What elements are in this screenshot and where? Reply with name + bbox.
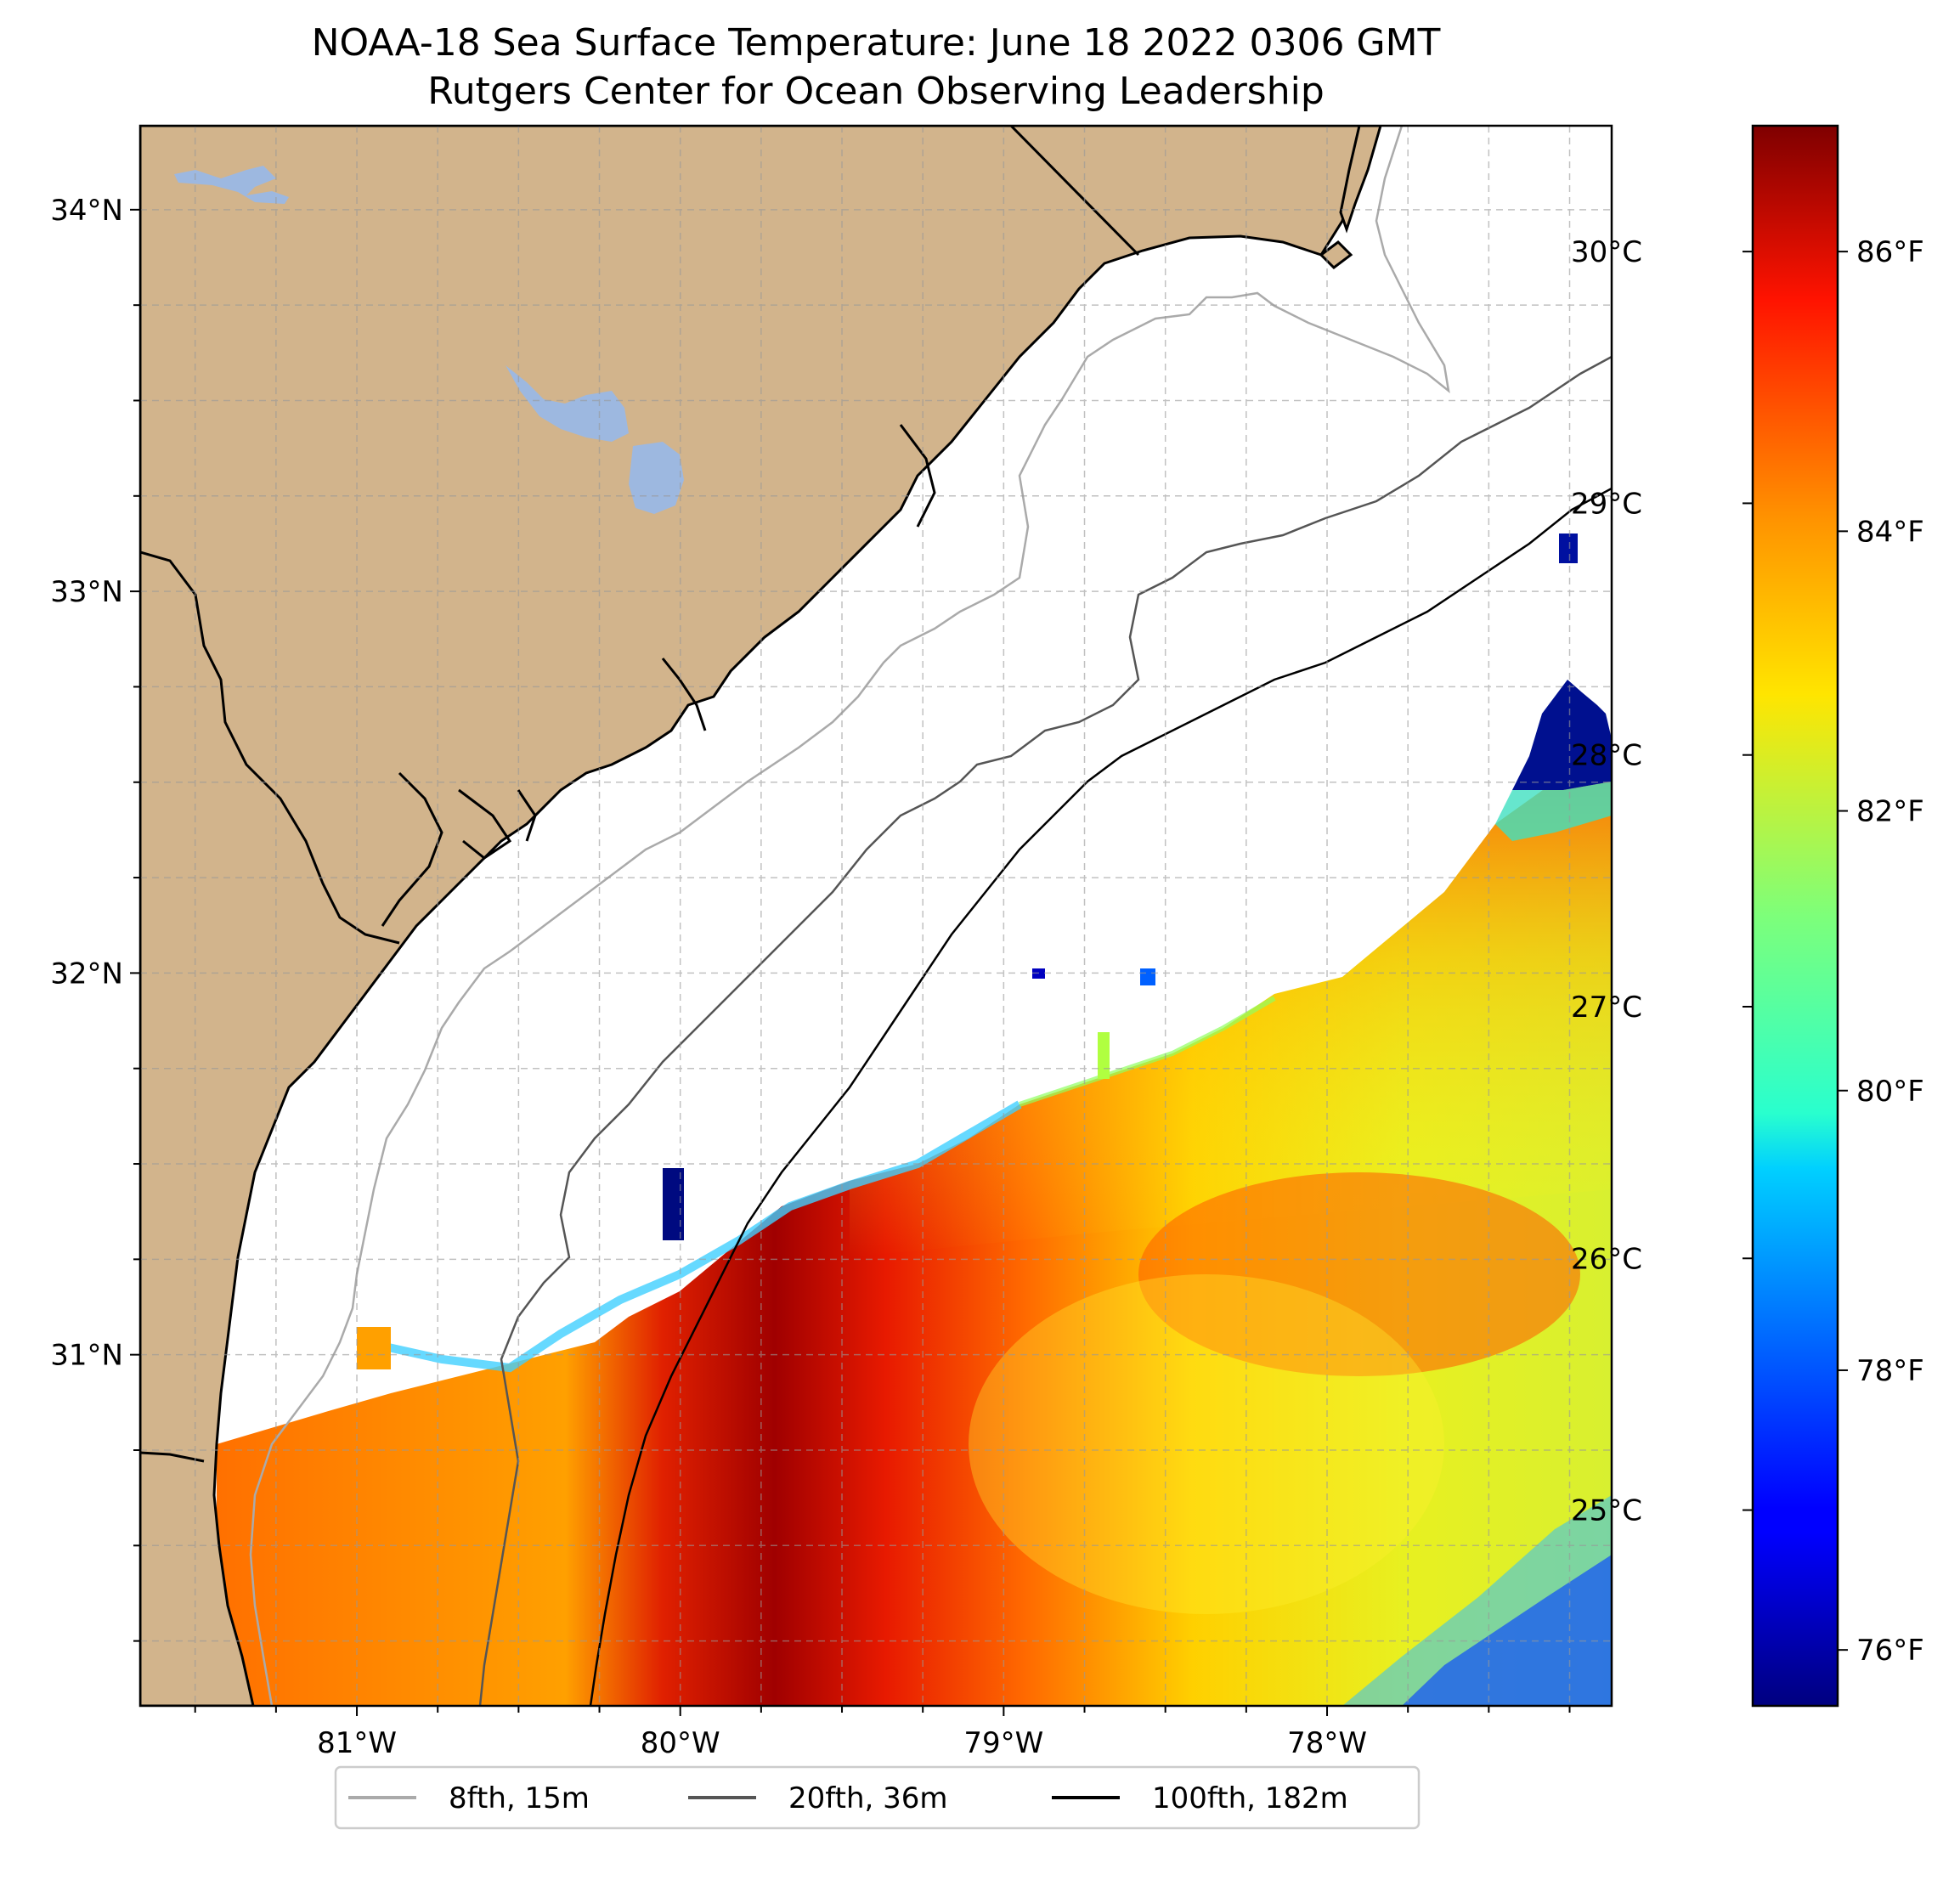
legend-box (334, 1765, 1421, 1830)
lon-tick-label: 78°W (1287, 1726, 1367, 1760)
lake (174, 166, 289, 204)
colorbar-fahrenheit-ticks: 76°F 78°F 80°F 82°F 84°F 86°F (1838, 235, 1924, 1668)
lon-tick-label: 80°W (641, 1726, 720, 1760)
fahrenheit-tick-label: 84°F (1856, 515, 1924, 549)
map-frame (138, 124, 1613, 1708)
lake (629, 442, 684, 514)
lat-tick-label: 34°N (50, 194, 123, 228)
legend: 8fth, 15m 20fth, 36m 100fth, 182m (334, 1765, 1421, 1830)
cold-spot (663, 1168, 684, 1240)
cool-patch-ne (1512, 680, 1612, 790)
warm-spot (357, 1327, 391, 1369)
front-fringe-green (1019, 996, 1276, 1107)
land-mass (140, 126, 1382, 1706)
green-spot (1098, 1032, 1110, 1079)
colorbar-celsius-ticks: 25°C 26°C 27°C 28°C 29°C 30°C (1571, 235, 1753, 1528)
cool-patch-se2 (1342, 1495, 1612, 1706)
latitude-ticks: 34°N 33°N 32°N 31°N (50, 194, 140, 1642)
barrier-island (1339, 126, 1382, 234)
lake (506, 365, 629, 442)
legend-label: 100fth, 182m (1152, 1781, 1348, 1815)
fahrenheit-tick-label: 86°F (1856, 235, 1924, 269)
coast-marsh-detail (140, 424, 936, 1463)
map-panel (140, 126, 1612, 1706)
lat-tick-label: 32°N (50, 957, 123, 991)
fahrenheit-tick-label: 82°F (1856, 795, 1924, 829)
lat-tick-label: 31°N (50, 1339, 123, 1373)
lon-tick-label: 81°W (317, 1726, 397, 1760)
cool-patch-se (1402, 1555, 1612, 1706)
lon-tick-label: 79°W (963, 1726, 1043, 1760)
celsius-tick-label: 30°C (1571, 235, 1642, 269)
cold-spot (1559, 534, 1578, 563)
title-line2: Rutgers Center for Ocean Observing Leade… (427, 70, 1325, 113)
barrier-island (1319, 240, 1353, 269)
celsius-tick-label: 26°C (1571, 1242, 1642, 1276)
lat-tick-label: 33°N (50, 575, 123, 609)
warm-patch (1138, 1172, 1580, 1376)
front-fringe (364, 1100, 1022, 1373)
isobath-20fth (478, 355, 1612, 1706)
cool-patch-ne-edge (1495, 782, 1612, 841)
legend-label: 20fth, 36m (788, 1781, 948, 1815)
fahrenheit-tick-label: 80°F (1856, 1075, 1924, 1109)
warm-patch (969, 1274, 1444, 1614)
celsius-tick-label: 25°C (1571, 1494, 1642, 1528)
celsius-tick-label: 29°C (1571, 487, 1642, 521)
gridlines (140, 126, 1612, 1706)
legend-label: 8fth, 15m (449, 1781, 590, 1815)
title-line1: NOAA-18 Sea Surface Temperature: June 18… (312, 21, 1441, 65)
celsius-tick-label: 28°C (1571, 739, 1642, 773)
colorbar (1751, 124, 1839, 1708)
cold-spot (1140, 968, 1155, 985)
fahrenheit-tick-label: 76°F (1856, 1634, 1924, 1668)
state-border (1009, 126, 1140, 257)
sst-field-top-blend (850, 765, 1612, 1257)
fahrenheit-tick-label: 78°F (1856, 1354, 1924, 1388)
celsius-tick-label: 27°C (1571, 991, 1642, 1025)
longitude-ticks: 81°W 80°W 79°W 78°W (194, 1706, 1571, 1760)
isobath-100fth (589, 487, 1612, 1706)
